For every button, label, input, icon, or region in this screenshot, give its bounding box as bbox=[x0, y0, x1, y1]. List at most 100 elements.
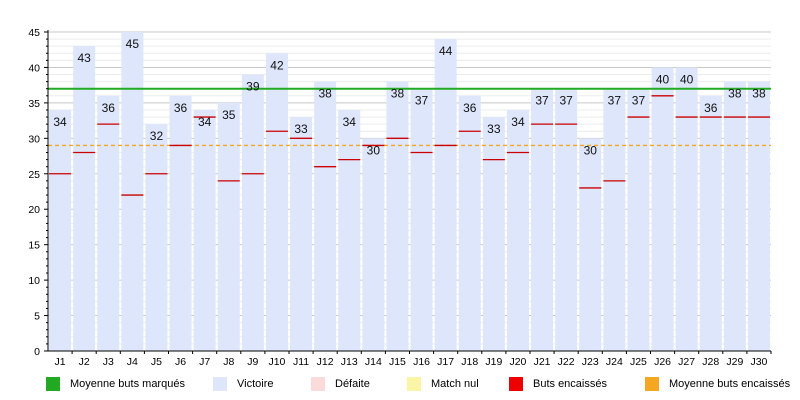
legend-item-moyenne-buts-encaisses: Moyenne buts encaissés bbox=[645, 376, 790, 392]
bar-J16 bbox=[410, 88, 433, 351]
bar-J18 bbox=[458, 95, 481, 351]
bar-J23 bbox=[579, 138, 602, 351]
x-tick-label-J10: J10 bbox=[268, 356, 285, 368]
value-label-J23: 30 bbox=[584, 143, 598, 157]
grid-lines bbox=[48, 31, 771, 345]
value-label-J18: 36 bbox=[463, 101, 477, 115]
y-tick-label-15: 15 bbox=[28, 240, 40, 252]
legend-swatch bbox=[645, 377, 659, 391]
x-tick-label-J2: J2 bbox=[79, 356, 90, 368]
x-tick-label-J24: J24 bbox=[606, 356, 623, 368]
value-label-J26: 40 bbox=[656, 72, 670, 86]
bar-J14 bbox=[362, 138, 385, 351]
y-tick-label-5: 5 bbox=[34, 311, 40, 323]
bar-J22 bbox=[555, 88, 578, 351]
bar-J1 bbox=[49, 109, 72, 351]
axes bbox=[44, 30, 772, 354]
bar-J8 bbox=[217, 102, 240, 351]
x-tick-labels: J1 J2 J3 J4 J5 J6 J7 J8 J9 J10 J11 J12 J13 J14 J15 J16 J… bbox=[55, 356, 768, 368]
value-label-J8: 35 bbox=[222, 108, 236, 122]
value-label-J25: 37 bbox=[632, 94, 646, 108]
x-tick-label-J27: J27 bbox=[678, 356, 695, 368]
bar-J30 bbox=[747, 81, 770, 351]
y-tick-label-25: 25 bbox=[28, 169, 40, 181]
value-label-J4: 45 bbox=[126, 37, 140, 51]
x-tick-label-J16: J16 bbox=[413, 356, 430, 368]
value-label-J12: 38 bbox=[318, 87, 332, 101]
y-tick-label-40: 40 bbox=[28, 62, 40, 74]
x-tick-label-J9: J9 bbox=[247, 356, 258, 368]
bar-J13 bbox=[338, 109, 361, 351]
bar-J3 bbox=[97, 95, 120, 351]
value-label-J10: 42 bbox=[270, 58, 284, 72]
value-label-J22: 37 bbox=[559, 94, 573, 108]
x-tick-label-J20: J20 bbox=[509, 356, 526, 368]
legend: Moyenne buts marqués Victoire Défaite Ma… bbox=[0, 372, 800, 396]
legend-label: Moyenne buts marqués bbox=[70, 378, 185, 390]
value-label-J2: 43 bbox=[77, 51, 91, 65]
value-label-J3: 36 bbox=[102, 101, 116, 115]
bar-J28 bbox=[699, 95, 722, 351]
bar-J10 bbox=[265, 53, 288, 352]
conceded-ticks bbox=[49, 95, 770, 196]
value-label-J27: 40 bbox=[680, 72, 694, 86]
value-label-J15: 38 bbox=[391, 87, 405, 101]
bar-J11 bbox=[290, 117, 313, 351]
y-tick-label-30: 30 bbox=[28, 133, 40, 145]
legend-item-victoire: Victoire bbox=[213, 376, 273, 392]
results-chart: 34 43 36 45 32 36 34 35 39 42 33 38 34 30 38 37 44 36 33 34… bbox=[28, 27, 772, 368]
x-tick-label-J7: J7 bbox=[199, 356, 210, 368]
x-tick-label-J6: J6 bbox=[175, 356, 186, 368]
bar-J20 bbox=[506, 109, 529, 351]
bar-J9 bbox=[241, 74, 264, 352]
legend-swatch bbox=[213, 377, 227, 391]
x-tick-label-J3: J3 bbox=[103, 356, 114, 368]
x-tick-label-J12: J12 bbox=[317, 356, 334, 368]
value-labels: 34 43 36 45 32 36 34 35 39 42 33 38 34 30 38 37 44 36 33 34… bbox=[53, 37, 766, 157]
bar-J17 bbox=[434, 39, 457, 351]
value-label-J24: 37 bbox=[608, 94, 622, 108]
y-tick-label-20: 20 bbox=[28, 204, 40, 216]
legend-label: Victoire bbox=[237, 378, 274, 390]
value-label-J28: 36 bbox=[704, 101, 718, 115]
value-label-J5: 32 bbox=[150, 129, 164, 143]
value-label-J6: 36 bbox=[174, 101, 188, 115]
x-tick-label-J11: J11 bbox=[293, 356, 309, 368]
legend-label: Défaite bbox=[335, 378, 370, 390]
value-label-J9: 39 bbox=[246, 80, 260, 94]
x-tick-label-J18: J18 bbox=[461, 356, 478, 368]
x-tick-label-J21: J21 bbox=[534, 356, 551, 368]
bar-J21 bbox=[531, 88, 554, 351]
bar-J19 bbox=[482, 117, 505, 351]
value-label-J16: 37 bbox=[415, 94, 429, 108]
x-tick-label-J22: J22 bbox=[558, 356, 575, 368]
y-tick-label-10: 10 bbox=[28, 275, 40, 287]
x-tick-label-J28: J28 bbox=[702, 356, 719, 368]
y-tick-label-45: 45 bbox=[28, 27, 40, 39]
x-tick-label-J23: J23 bbox=[582, 356, 599, 368]
legend-label: Buts encaissés bbox=[533, 378, 607, 390]
x-tick-label-J13: J13 bbox=[341, 356, 358, 368]
value-label-J1: 34 bbox=[53, 115, 67, 129]
bar-J26 bbox=[651, 67, 674, 351]
legend-item-buts-encaisses: Buts encaissés bbox=[509, 376, 607, 392]
x-tick-label-J4: J4 bbox=[127, 356, 138, 368]
bar-J27 bbox=[675, 67, 698, 351]
bar-J4 bbox=[121, 32, 144, 351]
y-tick-label-0: 0 bbox=[34, 346, 40, 358]
legend-swatch bbox=[509, 377, 523, 391]
value-label-J17: 44 bbox=[439, 44, 453, 58]
legend-swatch bbox=[311, 377, 325, 391]
reference-lines bbox=[48, 87, 771, 147]
value-label-J20: 34 bbox=[511, 115, 525, 129]
x-tick-label-J29: J29 bbox=[726, 356, 743, 368]
x-tick-label-J17: J17 bbox=[437, 356, 454, 368]
bar-J5 bbox=[145, 124, 168, 352]
value-label-J14: 30 bbox=[367, 143, 381, 157]
bar-J29 bbox=[723, 81, 746, 351]
legend-item-defaite: Défaite bbox=[311, 376, 370, 392]
bar-J25 bbox=[627, 88, 650, 351]
bar-J24 bbox=[603, 88, 626, 351]
x-tick-label-J5: J5 bbox=[151, 356, 162, 368]
value-label-J19: 33 bbox=[487, 122, 501, 136]
